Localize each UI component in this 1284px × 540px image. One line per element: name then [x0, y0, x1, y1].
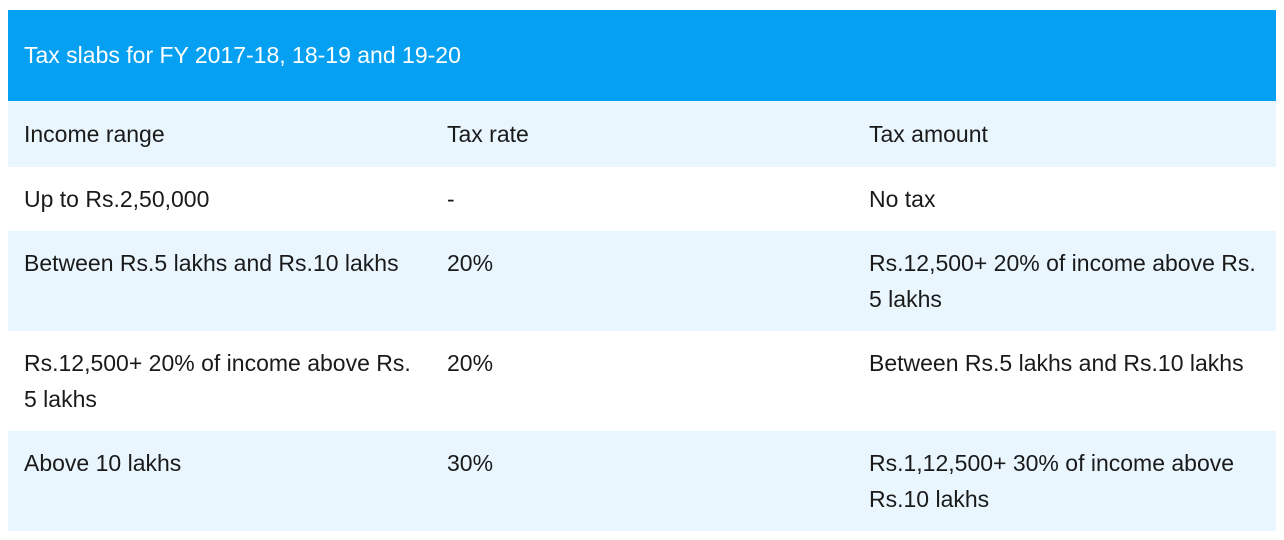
- column-header: Tax amount: [853, 101, 1276, 167]
- column-header: Income range: [8, 101, 431, 167]
- table-cell: Rs.12,500+ 20% of income above Rs. 5 lak…: [853, 231, 1276, 331]
- column-header: Tax rate: [431, 101, 853, 167]
- table-row: Rs.12,500+ 20% of income above Rs. 5 lak…: [8, 331, 1276, 431]
- table-cell: Between Rs.5 lakhs and Rs.10 lakhs: [869, 350, 1244, 376]
- table-row: Above 10 lakhs 30% Rs.1,12,500+ 30% of inc…: [8, 431, 1276, 531]
- table-row: Between Rs.5 lakhs and Rs.10 lakhs 20% Rs.…: [8, 231, 1276, 331]
- header-row: Income range Tax rate Tax amount: [8, 101, 1276, 167]
- table-cell: Above 10 lakhs: [8, 431, 431, 531]
- table-cell: Rs.1,12,500+ 30% of income above Rs.10 l…: [853, 431, 1276, 531]
- table-title: Tax slabs for FY 2017-18, 18-19 and 19-2…: [8, 10, 1276, 101]
- table-row: Up to Rs.2,50,000 - No tax: [8, 167, 1276, 231]
- table-cell: Rs.12,500+ 20% of income above Rs. 5 lak…: [24, 350, 411, 412]
- tax-table-card: Tax slabs for FY 2017-18, 18-19 and 19-2…: [8, 10, 1276, 531]
- table-cell: No tax: [869, 186, 936, 212]
- table-cell: 20%: [447, 350, 494, 376]
- table-cell: Between Rs.5 lakhs and Rs.10 lakhs: [8, 231, 431, 331]
- table-body: Income range Tax rate Tax amount Up to Rs.2…: [8, 101, 1276, 531]
- table-cell: 30%: [431, 431, 853, 531]
- tax-table: Income range Tax rate Tax amount Up to Rs.2…: [8, 101, 1276, 531]
- table-cell: 20%: [431, 231, 853, 331]
- table-cell: Up to Rs.2,50,000: [24, 186, 210, 212]
- table-cell: -: [447, 186, 455, 212]
